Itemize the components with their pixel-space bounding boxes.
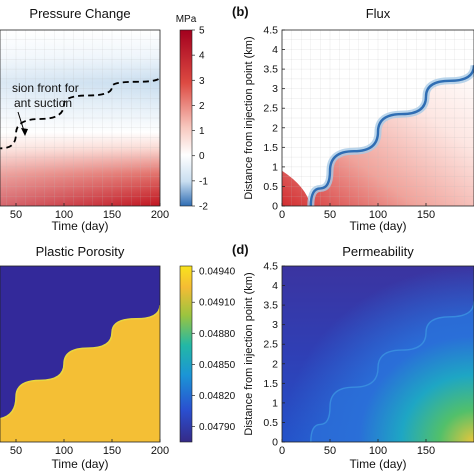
panel-b-x-ticks: 0 50 100 150 — [279, 203, 435, 221]
panel-c-x-ticks: 50 100 150 200 — [10, 439, 169, 457]
x-tick-label: 100 — [55, 445, 73, 457]
y-tick-label: 1 — [272, 397, 278, 409]
panel-c-colorbar — [179, 265, 193, 443]
x-tick-label: 50 — [10, 445, 22, 457]
colorbar-tick-label: 0.04850 — [199, 360, 236, 371]
y-tick-label: 3.5 — [263, 300, 278, 312]
y-tick-label: 2 — [272, 358, 278, 370]
y-tick-label: 0 — [272, 201, 278, 213]
panel-d-title: Permeability — [342, 244, 414, 259]
panel-a-colorbar-unit: MPa — [176, 14, 197, 25]
x-tick-label: 100 — [55, 209, 73, 221]
x-tick-label: 100 — [369, 445, 387, 457]
panel-c-title: Plastic Porosity — [36, 244, 125, 259]
panel-b-title: Flux — [366, 6, 391, 21]
y-tick-label: 3 — [272, 83, 278, 95]
colorbar-tick-label: 0.04880 — [199, 329, 236, 340]
panel-d-ylabel: Distance from injection point (km) — [243, 272, 255, 435]
y-tick-label: 1.5 — [263, 378, 278, 390]
colorbar-tick-label: 0.04910 — [199, 298, 236, 309]
panel-b: (b) Flux 00.511.522.533.544.5 0 50 100 150 … — [232, 4, 474, 233]
x-tick-label: 100 — [369, 209, 387, 221]
colorbar-tick-label: 2 — [199, 101, 205, 112]
panel-a-title: Pressure Change — [29, 6, 130, 21]
panel-a-grid — [0, 30, 160, 206]
panel-b-ylabel: Distance from injection point (km) — [243, 36, 255, 199]
panel-d-x-ticks: 0 50 100 150 — [279, 439, 435, 457]
y-tick-label: 4 — [272, 280, 278, 292]
colorbar-tick-label: 0.04820 — [199, 391, 236, 402]
y-tick-label: 1.5 — [263, 142, 278, 154]
panel-c-axes-frame — [0, 265, 161, 443]
y-tick-label: 2.5 — [263, 103, 278, 115]
panel-b-grid — [282, 30, 474, 206]
colorbar-tick-label: 3 — [199, 76, 205, 87]
panel-d-xlabel: Time (day) — [350, 457, 407, 471]
panel-b-xlabel: Time (day) — [350, 219, 407, 233]
panel-c-front-edge — [0, 305, 160, 420]
panel-d-front-line — [310, 301, 474, 442]
colorbar-tick-label: -1 — [199, 176, 208, 187]
x-tick-label: 50 — [324, 209, 336, 221]
panel-c-yellow-region — [0, 305, 160, 442]
panel-d: (d) Permeability 0 0.5 1 1.5 2 2.5 3 3.5 4 4.5 0 5… — [232, 242, 474, 471]
y-tick-label: 0 — [272, 437, 278, 449]
y-tick-label: 3.5 — [263, 64, 278, 76]
panel-a-colorbar — [179, 29, 193, 207]
colorbar-tick-label: 5 — [199, 26, 205, 37]
colorbar-tick-label: 4 — [199, 51, 205, 62]
y-tick-label: 0.5 — [263, 417, 278, 429]
x-tick-label: 50 — [324, 445, 336, 457]
colorbar-tick-label: 0.04940 — [199, 267, 236, 278]
x-tick-label: 200 — [151, 209, 169, 221]
x-tick-label: 0 — [279, 209, 285, 221]
y-tick-label: 4.5 — [263, 25, 278, 37]
panel-a-annotation-1: sion front for — [12, 81, 79, 95]
colorbar-tick-label: 1 — [199, 126, 205, 137]
panel-b-front-line — [309, 65, 474, 206]
colorbar-tick-label: 0 — [199, 151, 205, 162]
panel-b-y-ticks: 0 0.5 1 1.5 2 2.5 3 3.5 4 4.5 — [263, 25, 285, 213]
x-tick-label: 150 — [417, 445, 435, 457]
x-tick-label: 150 — [417, 209, 435, 221]
y-tick-label: 1 — [272, 161, 278, 173]
x-tick-label: 200 — [151, 445, 169, 457]
panel-b-label: (b) — [232, 4, 249, 19]
x-tick-label: 0 — [279, 445, 285, 457]
panel-c-xlabel: Time (day) — [52, 457, 109, 471]
x-tick-label: 50 — [10, 209, 22, 221]
panel-a-colorbar-ticks: 5 4 3 2 1 0 -1 -2 — [192, 26, 208, 213]
panel-a: Pressure Change 50 100 150 200 Time (day) s… — [0, 6, 208, 233]
x-tick-label: 150 — [103, 209, 121, 221]
y-tick-label: 4.5 — [263, 261, 278, 273]
y-tick-label: 0.5 — [263, 181, 278, 193]
panel-d-label: (d) — [232, 242, 249, 257]
panel-a-x-ticks: 50 100 150 200 — [10, 203, 169, 221]
panel-c-colorbar-ticks: 0.04940 0.04910 0.04880 0.04850 0.04820 0.047… — [192, 267, 236, 433]
panel-a-front-curve — [0, 76, 160, 150]
y-tick-label: 2.5 — [263, 339, 278, 351]
y-tick-label: 2 — [272, 122, 278, 134]
panel-a-arrowhead — [21, 128, 28, 136]
panel-a-axes-frame — [0, 29, 161, 207]
panel-a-xlabel: Time (day) — [52, 219, 109, 233]
panel-d-hotspot — [282, 266, 474, 442]
y-tick-label: 3 — [272, 319, 278, 331]
y-tick-label: 4 — [272, 44, 278, 56]
colorbar-tick-label: 0.04790 — [199, 422, 236, 433]
panel-c: Plastic Porosity 50 100 150 200 Time (day) … — [0, 244, 236, 471]
panel-d-y-ticks: 0 0.5 1 1.5 2 2.5 3 3.5 4 4.5 — [263, 261, 285, 449]
x-tick-label: 150 — [103, 445, 121, 457]
panel-a-annotation-2: ant suction — [14, 96, 72, 110]
colorbar-tick-label: -2 — [199, 202, 208, 213]
